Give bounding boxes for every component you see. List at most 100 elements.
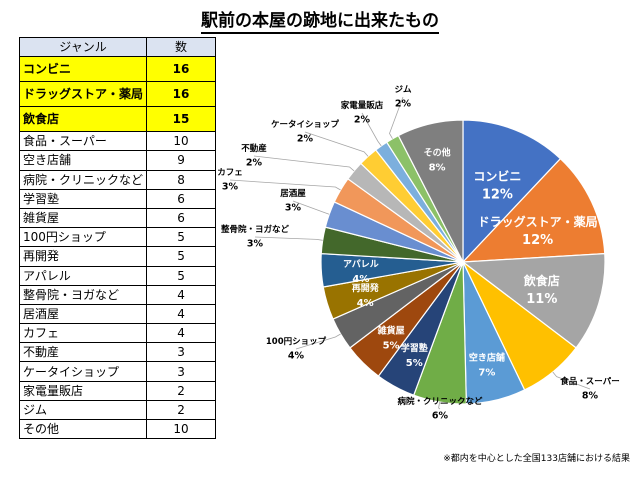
table-row: 学習塾 6 <box>18 188 217 209</box>
genre-cell: 飲食店 <box>18 106 148 133</box>
slice-label: 100円ショップ <box>266 336 327 347</box>
table-row: 家電量販店 2 <box>18 380 217 401</box>
table-row: 食品・スーパー 10 <box>18 131 217 152</box>
genre-cell: 学習塾 <box>18 188 148 209</box>
slice-percent: 12% <box>482 188 513 203</box>
genre-cell: ケータイショップ <box>18 361 148 382</box>
genre-cell: 再開発 <box>18 246 148 267</box>
slice-label: 飲食店 <box>523 273 560 288</box>
table-row: ケータイショップ 3 <box>18 361 217 382</box>
genre-cell: その他 <box>18 418 148 440</box>
slice-percent: 8% <box>582 391 599 402</box>
slice-percent: 4% <box>288 351 305 362</box>
slice-label: コンビニ <box>473 169 521 184</box>
slice-label: 不動産 <box>241 143 267 154</box>
genre-cell: カフェ <box>18 323 148 344</box>
pie-slice <box>461 252 606 349</box>
count-column-header: 数 <box>146 36 217 58</box>
slice-label: 空き店舗 <box>469 351 505 363</box>
count-cell: 16 <box>146 56 217 83</box>
leader-line <box>253 155 355 172</box>
leader-line <box>438 402 441 410</box>
count-cell: 4 <box>146 303 217 325</box>
slice-label: 居酒屋 <box>279 188 306 199</box>
table-row: 雑貨屋 6 <box>18 207 217 229</box>
table-row: 空き店舗 9 <box>18 150 217 171</box>
slice-percent: 6% <box>432 411 449 422</box>
count-cell: 16 <box>146 81 217 108</box>
table-row: 再開発 5 <box>18 246 217 267</box>
slice-percent: 5% <box>383 341 400 352</box>
slice-percent: 7% <box>478 367 495 378</box>
table-row: 居酒屋 4 <box>18 303 217 325</box>
slice-percent: 3% <box>285 203 302 214</box>
table-row: 100円ショップ 5 <box>18 227 217 248</box>
table-header-row: ジャンル 数 <box>18 36 217 58</box>
table-row: 整骨院・ヨガなど 4 <box>18 284 217 305</box>
slice-percent: 5% <box>406 358 423 369</box>
genre-cell: 空き店舗 <box>18 150 148 171</box>
table-row: 病院・クリニックなど 8 <box>18 169 217 190</box>
count-cell: 10 <box>146 418 217 440</box>
table-row: アパレル 5 <box>18 265 217 286</box>
slice-label: 雑貨屋 <box>377 325 405 337</box>
leader-line <box>295 333 341 350</box>
slice-label: 学習塾 <box>401 342 428 354</box>
slice-percent: 4% <box>357 298 374 309</box>
slice-percent: 2% <box>354 115 371 126</box>
slice-percent: 4% <box>352 274 369 285</box>
footnote: ※都内を中心とした全国133店舗における結果 <box>443 454 630 464</box>
table-row: カフェ 4 <box>18 323 217 344</box>
pie-slice <box>461 157 606 263</box>
count-cell: 4 <box>146 284 217 305</box>
genre-cell: ジム <box>18 399 148 421</box>
genre-cell: 整骨院・ヨガなど <box>18 284 148 305</box>
slice-percent: 12% <box>522 233 553 248</box>
leader-line <box>552 371 591 390</box>
slice-label: ジム <box>394 85 412 95</box>
slice-percent: 11% <box>526 292 557 307</box>
genre-cell: 居酒屋 <box>18 303 148 325</box>
table-row: ジム 2 <box>18 399 217 421</box>
slice-percent: 2% <box>246 158 263 169</box>
slice-label: 家電量販店 <box>341 100 384 111</box>
slice-label: ドラッグストア・薬局 <box>478 214 598 229</box>
slice-label: 再開発 <box>352 282 380 294</box>
slice-label: カフェ <box>217 168 243 178</box>
leader-line <box>389 96 404 139</box>
genre-cell: ドラッグストア・薬局 <box>18 81 148 108</box>
count-cell: 3 <box>146 361 217 382</box>
genre-count-table: ジャンル 数 コンビニ 16 ドラッグストア・薬局 16 飲食店 15 食品・スーパー 10 空… <box>18 36 217 440</box>
count-cell: 5 <box>146 265 217 286</box>
slice-label: 病院・クリニックなど <box>397 396 483 407</box>
pie-slice <box>462 119 562 264</box>
genre-cell: 100円ショップ <box>18 227 148 248</box>
slice-label: 整骨院・ヨガなど <box>221 224 290 235</box>
count-cell: 5 <box>146 246 217 267</box>
leader-line <box>292 200 330 215</box>
table-row: コンビニ 16 <box>18 56 217 83</box>
slice-percent: 8% <box>429 163 446 174</box>
table-row: 不動産 3 <box>18 342 217 363</box>
slice-label: その他 <box>424 147 451 159</box>
leader-line <box>361 112 382 147</box>
table-row: 飲食店 15 <box>18 106 217 133</box>
page-title: 駅前の本屋の跡地に出来たもの <box>0 6 640 34</box>
slice-percent: 2% <box>297 134 314 145</box>
slice-label: ケータイショップ <box>271 119 340 130</box>
slice-label: アパレル <box>343 258 379 270</box>
leader-line <box>254 236 323 241</box>
count-cell: 2 <box>146 380 217 401</box>
count-cell: 15 <box>146 106 217 133</box>
count-cell: 4 <box>146 323 217 344</box>
slice-percent: 3% <box>222 182 239 193</box>
genre-cell: アパレル <box>18 265 148 286</box>
pie-slice <box>397 119 464 263</box>
table-row: その他 10 <box>18 418 217 440</box>
slice-percent: 2% <box>395 99 412 110</box>
genre-column-header: ジャンル <box>18 36 148 58</box>
genre-cell: 食品・スーパー <box>18 131 148 152</box>
slice-label: 食品・スーパー <box>560 376 619 387</box>
genre-cell: 家電量販店 <box>18 380 148 401</box>
